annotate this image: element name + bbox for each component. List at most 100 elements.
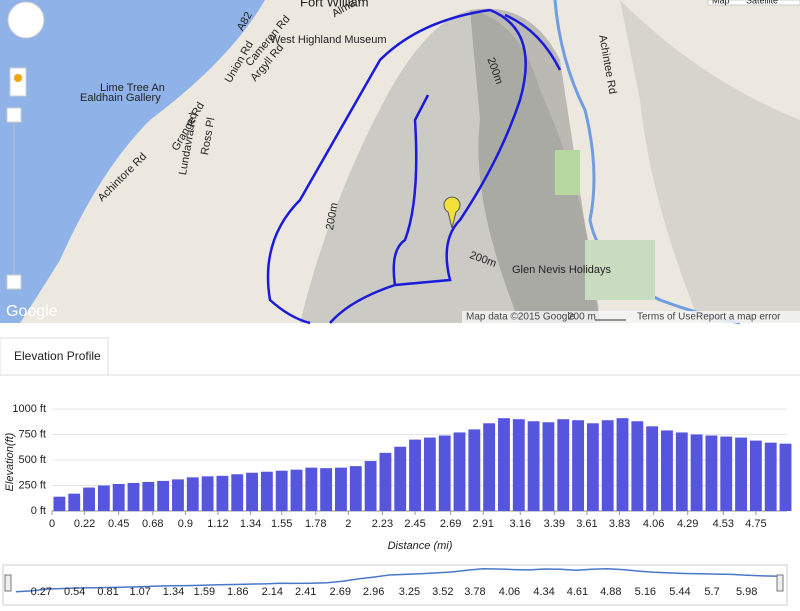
x-tick-label: 4.29 [677, 518, 698, 530]
overview-tick-label: 3.78 [464, 586, 485, 598]
x-tick-label: 0.22 [74, 518, 95, 530]
bar [172, 479, 184, 511]
bar [438, 435, 451, 511]
bar [53, 496, 66, 511]
map: Map data ©2015 Google 200 m Terms of Use… [0, 0, 800, 325]
x-tick-label: 3.39 [544, 518, 565, 530]
bar [690, 434, 703, 511]
overview-tick-label: 0.27 [31, 586, 52, 598]
y-tick-label: 1000 ft [12, 403, 46, 415]
map-label: Fort William [300, 0, 369, 9]
zoom-in[interactable] [6, 107, 22, 123]
hill-right [620, 0, 800, 323]
bar [112, 483, 125, 511]
bar [749, 440, 762, 511]
bar [409, 439, 421, 511]
overview-tick-label: 1.59 [194, 586, 215, 598]
park [585, 240, 655, 300]
map-type-control[interactable] [707, 0, 800, 6]
overview-tick-label: 4.88 [600, 586, 621, 598]
y-tick-label: 250 ft [18, 479, 46, 491]
overview-tick-label: 5.7 [704, 586, 719, 598]
tab[interactable] [0, 337, 109, 376]
x-tick-label: 3.61 [576, 518, 597, 530]
bar [394, 446, 407, 511]
x-tick-label: 2.23 [372, 518, 393, 530]
x-tick-label: 2.91 [473, 518, 494, 530]
pegman-icon [14, 74, 22, 82]
x-tick-label: 4.75 [745, 518, 766, 530]
overview-tick-label: 1.34 [163, 586, 184, 598]
bar [246, 472, 258, 511]
bar [127, 482, 140, 511]
bar [231, 474, 244, 511]
pan-control[interactable] [7, 1, 45, 39]
x-tick-label: 1.78 [305, 518, 326, 530]
overview-tick-label: 1.07 [129, 586, 150, 598]
zoom-out[interactable] [6, 274, 22, 290]
bar [423, 437, 436, 511]
overview-tick-label: 2.41 [295, 586, 316, 598]
bar [97, 485, 110, 511]
tab-label[interactable]: Elevation Profile [14, 349, 101, 363]
map-type[interactable]: Map [712, 0, 730, 5]
overview-tick-label: 2.96 [363, 586, 384, 598]
range-handle[interactable] [4, 574, 12, 592]
bar [290, 469, 303, 511]
x-tick-label: 2 [345, 518, 351, 530]
bar [335, 467, 347, 511]
x-tick-label: 4.06 [643, 518, 664, 530]
x-axis-label: Distance (mi) [388, 540, 453, 552]
route [266, 8, 562, 325]
marker [443, 196, 461, 229]
bar [483, 423, 496, 511]
bar [572, 420, 584, 511]
bar [453, 432, 466, 511]
map-label: Lime Tree An [100, 82, 165, 94]
map-label: Glen Nevis Holidays [512, 264, 612, 276]
x-tick-label: 3.83 [609, 518, 630, 530]
river [553, 0, 741, 325]
scale-label: 200 m [568, 312, 596, 323]
y-tick-label: 750 ft [18, 428, 46, 440]
overview-tick-label: 2.14 [262, 586, 283, 598]
overview-tick-label: 5.98 [736, 586, 757, 598]
report-link[interactable]: Report a map error [696, 312, 781, 323]
bar [142, 481, 155, 511]
overview-tick-label: 4.06 [499, 586, 520, 598]
bar [379, 452, 392, 511]
range-handle[interactable] [776, 574, 784, 592]
bar [631, 421, 644, 511]
map-type[interactable]: Satellite [746, 0, 778, 5]
bar [527, 421, 540, 511]
x-tick-label: 2.45 [404, 518, 425, 530]
overview-line [15, 567, 779, 593]
overview-tick-label: 3.25 [399, 586, 420, 598]
x-tick-label: 1.55 [271, 518, 292, 530]
bar [275, 470, 288, 511]
bar [616, 418, 629, 511]
bar [779, 443, 792, 511]
bar [705, 435, 718, 511]
map-label: Ealdhain Gallery [80, 92, 161, 104]
bar [720, 436, 733, 511]
overview-tick-label: 0.54 [64, 586, 85, 598]
bar [586, 423, 599, 511]
bar [498, 418, 510, 511]
attribution: Map data ©2015 Google [466, 312, 576, 323]
bar [512, 419, 525, 511]
park [555, 150, 580, 195]
hill-shade [470, 8, 600, 323]
x-tick-label: 0 [49, 518, 55, 530]
x-tick-label: 4.53 [713, 518, 734, 530]
bar [646, 426, 659, 511]
overview-tick-label: 4.61 [567, 586, 588, 598]
bar [557, 419, 570, 511]
overview-tick-label: 3.52 [432, 586, 453, 598]
water [0, 0, 265, 323]
terms-link[interactable]: Terms of Use [637, 312, 696, 323]
x-tick-label: 0.68 [142, 518, 163, 530]
x-tick-label: 0.45 [108, 518, 129, 530]
